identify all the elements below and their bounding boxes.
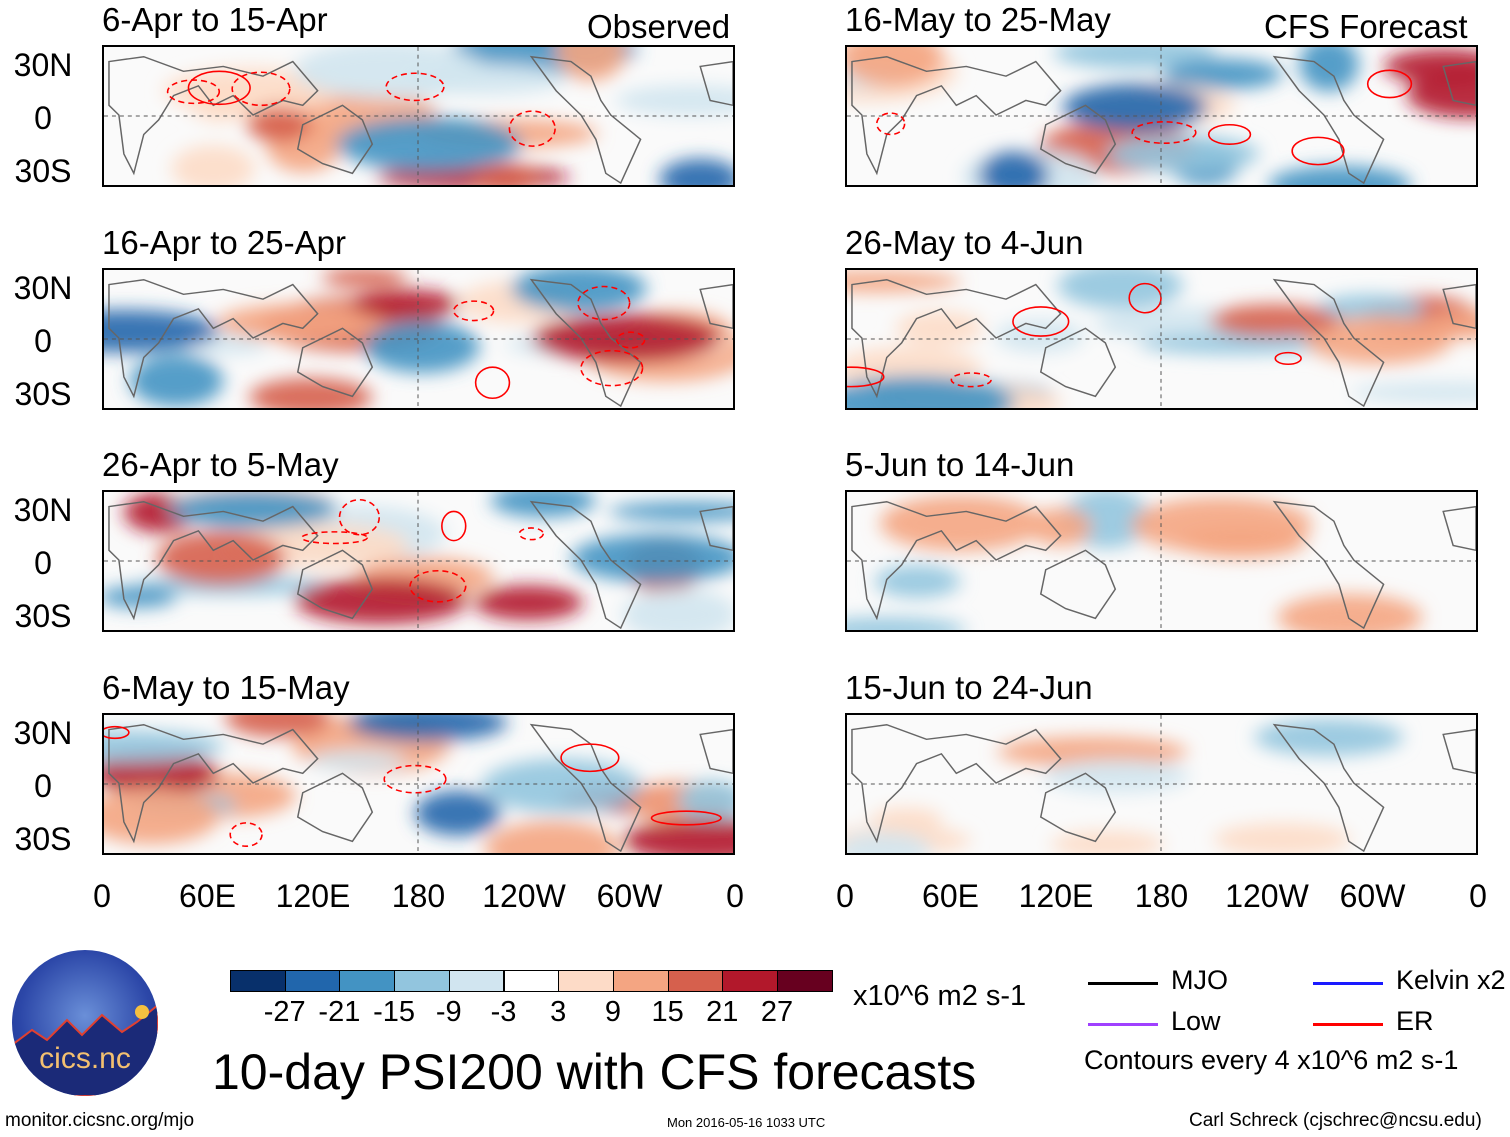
colorbar-swatch (612, 970, 669, 992)
x-tick-label: 60W (1339, 878, 1406, 914)
legend-line-kelvin-x2 (1313, 982, 1383, 985)
cics-logo: cics.nc (12, 950, 158, 1096)
colorbar-swatch (503, 970, 560, 992)
colorbar-swatch (558, 970, 614, 992)
y-tick-label: 30N (13, 47, 73, 83)
footer-author: Carl Schreck (cjschrec@ncsu.edu) (1189, 1110, 1482, 1131)
colorbar-label: 27 (760, 996, 794, 1028)
panel-title: 16-Apr to 25-Apr (102, 224, 346, 261)
y-tick-label: 30S (14, 598, 72, 634)
colorbar-label: -9 (435, 996, 462, 1028)
x-tick-label: 180 (1134, 878, 1189, 914)
y-tick-label: 30S (14, 153, 72, 189)
legend-label: Kelvin x2 (1396, 965, 1506, 995)
psi200-anomaly-map (847, 270, 1476, 408)
panel-title: 15-Jun to 24-Jun (845, 669, 1093, 706)
legend-line-low (1088, 1023, 1158, 1026)
x-tick-label: 120E (275, 878, 351, 914)
panel-title: 16-May to 25-May (845, 1, 1111, 38)
colorbar-swatch (448, 970, 505, 992)
panel-title: 26-Apr to 5-May (102, 446, 339, 483)
y-tick-label: 0 (34, 323, 52, 359)
map-panel (845, 268, 1478, 410)
psi200-anomaly-map (847, 47, 1476, 185)
colorbar-label: -21 (318, 996, 361, 1028)
legend-label: ER (1396, 1006, 1434, 1036)
legend-label: Low (1171, 1006, 1221, 1036)
colorbar-label: 15 (651, 996, 684, 1028)
psi200-anomaly-map (847, 492, 1476, 630)
map-panel (845, 490, 1478, 632)
colorbar-label: -27 (263, 996, 306, 1028)
colorbar-units: x10^6 m2 s-1 (853, 980, 1027, 1012)
colorbar-swatch (722, 970, 778, 992)
colorbar-label: -3 (490, 996, 517, 1028)
psi200-anomaly-map (847, 715, 1476, 853)
y-tick-label: 0 (34, 768, 52, 804)
y-tick-label: 30N (13, 270, 73, 306)
x-tick-label: 120E (1018, 878, 1094, 914)
map-panel (845, 713, 1478, 855)
observed-label: Observed (587, 8, 731, 45)
map-panel (102, 268, 735, 410)
x-tick-label: 120W (1225, 878, 1309, 914)
colorbar-swatch (339, 970, 396, 992)
panel-title: 6-May to 15-May (102, 669, 350, 706)
forecast-label: CFS Forecast (1264, 8, 1468, 45)
x-tick-label: 60E (922, 878, 979, 914)
colorbar-swatch (230, 970, 286, 992)
psi200-anomaly-map (104, 715, 733, 853)
panel-title: 6-Apr to 15-Apr (102, 1, 328, 38)
y-tick-label: 30S (14, 376, 72, 412)
psi200-anomaly-map (104, 270, 733, 408)
x-tick-label: 60E (179, 878, 236, 914)
colorbar-label: 21 (706, 996, 739, 1028)
x-tick-label: 0 (93, 878, 111, 914)
colorbar-swatch (394, 970, 450, 992)
map-panel (102, 490, 735, 632)
x-tick-label: 120W (482, 878, 566, 914)
colorbar-label: 9 (604, 996, 621, 1028)
x-tick-label: 0 (1469, 878, 1487, 914)
panel-title: 5-Jun to 14-Jun (845, 446, 1075, 483)
colorbar-swatch (777, 970, 833, 992)
legend-label: MJO (1171, 965, 1228, 995)
y-tick-label: 30N (13, 715, 73, 751)
x-tick-label: 60W (596, 878, 663, 914)
psi200-anomaly-map (104, 47, 733, 185)
psi200-anomaly-map (104, 492, 733, 630)
map-panel (845, 45, 1478, 187)
x-tick-label: 180 (391, 878, 446, 914)
x-tick-label: 0 (726, 878, 744, 914)
logo-mountains (12, 1003, 158, 1096)
x-tick-label: 0 (836, 878, 854, 914)
logo-text: cics.nc (39, 1042, 131, 1075)
colorbar-label: -15 (373, 996, 416, 1028)
colorbar-swatch (284, 970, 341, 992)
figure-title: 10-day PSI200 with CFS forecasts (212, 1044, 977, 1100)
colorbar-label: 3 (550, 996, 567, 1028)
footer-timestamp: Mon 2016-05-16 1033 UTC (667, 1115, 826, 1130)
legend-line-mjo (1088, 982, 1158, 985)
map-panel (102, 713, 735, 855)
y-tick-label: 0 (34, 100, 52, 136)
legend-line-er (1313, 1023, 1383, 1026)
y-tick-label: 30S (14, 821, 72, 857)
contour-note: Contours every 4 x10^6 m2 s-1 (1084, 1045, 1459, 1075)
map-panel (102, 45, 735, 187)
colorbar-swatch (667, 970, 724, 992)
panel-title: 26-May to 4-Jun (845, 224, 1084, 261)
y-tick-label: 0 (34, 545, 52, 581)
footer-url: monitor.cicsnc.org/mjo (5, 1110, 195, 1131)
y-tick-label: 30N (13, 492, 73, 528)
